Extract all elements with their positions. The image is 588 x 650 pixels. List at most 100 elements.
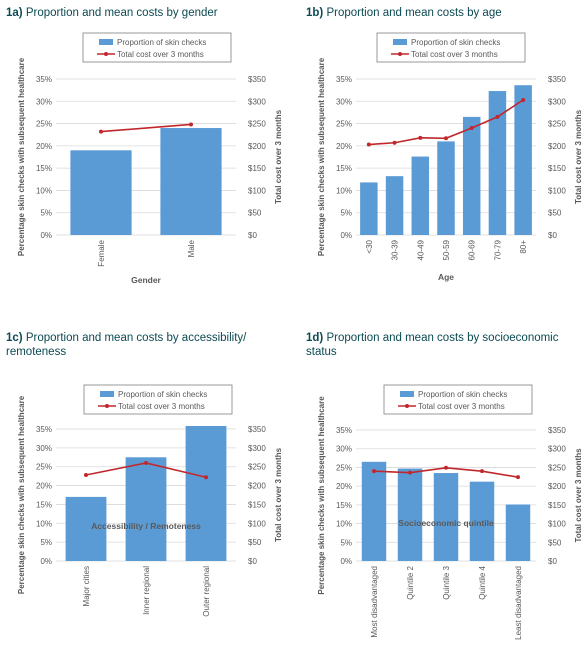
y-tick-label: 35% [36,75,52,84]
legend-line-label: Total cost over 3 months [418,402,505,411]
bar [125,457,167,561]
chart-svg-socioeconomic: Proportion of skin checks Total cost over… [317,384,583,640]
legend: Proportion of skin checks Total cost over… [376,32,526,63]
x-tick-label: 50-59 [442,239,451,260]
y2-tick-label: $350 [548,75,566,84]
y-tick-label: 30% [36,97,52,106]
y2-tick-label: $100 [248,519,266,528]
y2-tick-label: $50 [548,538,562,547]
x-tick-label: 80+ [519,240,528,254]
y-tick-label: 10% [36,519,52,528]
bar [397,468,423,561]
y2-axis-title: Total cost over 3 months [574,109,583,204]
y2-tick-label: $0 [548,231,557,240]
panel-title-text: Proportion and mean costs by accessibili… [6,332,247,358]
y-tick-label: 15% [336,501,352,510]
y2-tick-label: $150 [548,164,566,173]
y-tick-label: 20% [36,482,52,491]
cost-point [408,470,412,475]
y-tick-label: 35% [336,426,352,435]
cost-point [366,142,371,147]
y-tick-label: 30% [36,444,52,453]
y2-tick-label: $300 [248,444,266,453]
y2-tick-label: $100 [548,186,566,195]
panel-title: 1d) Proportion and mean costs by socioec… [306,331,588,359]
y2-tick-label: $150 [248,164,266,173]
bar [385,176,404,235]
x-tick-label: Male [187,239,196,257]
y2-tick-label: $150 [548,501,566,510]
legend-line-label: Total cost over 3 months [118,402,205,411]
cost-point [189,122,193,127]
legend-bar-swatch [393,39,407,45]
legend-box [83,384,233,415]
chart-panel-age: 1b) Proportion and mean costs by age Pro… [300,0,588,325]
bar [361,461,387,561]
y-tick-label: 0% [340,557,352,566]
x-tick-label: Inner regional [142,566,151,615]
y-axis-title: Percentage skin checks with subsequent h… [317,396,326,595]
y-axis-title: Percentage skin checks with subsequent h… [17,57,26,256]
y2-tick-label: $200 [548,482,566,491]
y-tick-label: 0% [340,231,352,240]
y2-tick-label: $0 [248,231,257,240]
y-axis-title: Percentage skin checks with subsequent h… [317,57,326,256]
cost-point [372,469,376,474]
bar [160,128,222,235]
y-tick-label: 15% [36,500,52,509]
x-tick-label: Quintile 3 [442,565,451,599]
bar [462,116,481,235]
panel-title-text: Proportion and mean costs by socioeconom… [306,332,559,358]
legend: Proportion of skin checks Total cost over… [82,32,232,63]
y2-tick-label: $350 [248,425,266,434]
y2-tick-label: $250 [248,463,266,472]
x-axis-title: Socioeconomic quintile [398,518,494,528]
y-tick-label: 0% [40,231,52,240]
cost-point [516,475,520,480]
legend: Proportion of skin checks Total cost over… [383,384,533,415]
y-tick-label: 5% [340,209,352,218]
y-tick-label: 5% [340,538,352,547]
chart-svg-remoteness: Proportion of skin checks Total cost over… [17,384,283,617]
x-tick-label: Female [97,239,106,266]
legend-line-label: Total cost over 3 months [411,50,498,59]
bar [437,141,455,235]
legend-line-marker [105,404,109,408]
x-tick-label: Most disadvantaged [370,566,379,638]
y2-axis-title: Total cost over 3 months [274,447,283,542]
panel-title: 1c) Proportion and mean costs by accessi… [6,331,288,359]
x-tick-label: 30-39 [391,239,400,260]
cost-point [480,469,484,474]
y-tick-label: 20% [36,142,52,151]
bar [70,150,132,235]
y-tick-label: 10% [336,520,352,529]
bar [185,425,227,561]
y2-tick-label: $50 [548,209,562,218]
panel-title-text: Proportion and mean costs by gender [25,7,218,19]
y-tick-label: 10% [336,186,352,195]
chart-panel-socioeconomic: 1d) Proportion and mean costs by socioec… [300,325,588,650]
x-tick-label: Least disadvantaged [514,566,523,640]
y2-tick-label: $100 [248,186,266,195]
legend-box [82,32,232,63]
cost-point [204,475,208,480]
y2-tick-label: $50 [248,538,262,547]
x-tick-label: 70-79 [493,239,502,260]
bar [488,91,507,235]
y-tick-label: 0% [40,557,52,566]
x-tick-label: Quintile 2 [406,565,415,599]
legend-bar-label: Proportion of skin checks [418,390,507,399]
y2-tick-label: $150 [248,500,266,509]
y-tick-label: 10% [36,186,52,195]
y-axis-title: Percentage skin checks with subsequent h… [17,395,26,594]
y-tick-label: 35% [336,75,352,84]
cost-point [444,136,448,141]
y-tick-label: 25% [36,120,52,129]
legend-line-marker [104,52,108,56]
y2-tick-label: $300 [248,97,266,106]
chart-svg-gender: Proportion of skin checks Total cost over… [17,32,283,285]
panel-number: 1c) [6,332,23,344]
y-tick-label: 20% [336,482,352,491]
y-tick-label: 30% [336,97,352,106]
y-tick-label: 15% [36,164,52,173]
